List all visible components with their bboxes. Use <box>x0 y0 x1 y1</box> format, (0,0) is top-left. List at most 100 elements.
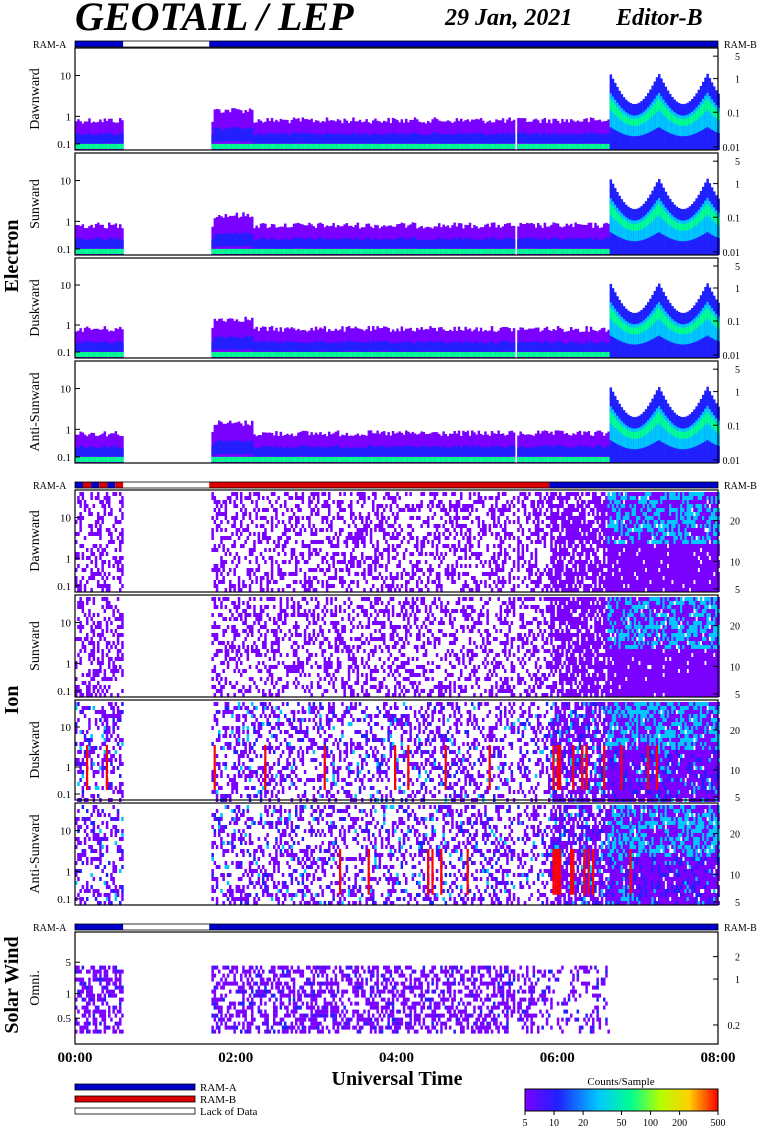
spectrogram-cell <box>409 249 412 254</box>
spectrogram-cell <box>339 239 342 248</box>
spectrogram-cell <box>497 134 500 144</box>
spectrogram-cell <box>522 249 525 254</box>
spectrogram-cell <box>249 249 252 254</box>
spectrogram-cell <box>398 446 401 456</box>
spectrogram-cell <box>337 445 340 456</box>
spectrogram-cell <box>695 112 698 121</box>
spectrogram-cell <box>581 238 584 248</box>
spectrogram-cell <box>317 238 320 248</box>
spectrogram-cell <box>456 343 459 352</box>
spectrogram-cell <box>522 144 525 149</box>
spectrogram-cell <box>119 341 122 351</box>
spectrogram-cell <box>379 240 382 249</box>
spectrogram-cell <box>337 144 340 149</box>
spectrogram-cell <box>471 133 474 143</box>
right-tick-label: 5 <box>735 157 740 168</box>
figure-date: 29 Jan, 2021 <box>444 5 572 31</box>
spectrogram-cell <box>403 447 406 456</box>
spectrogram-cell <box>405 133 408 143</box>
spectrogram-cell <box>286 352 289 357</box>
spectrogram-cell <box>480 132 483 143</box>
spectrogram-cell <box>297 352 300 357</box>
spectrogram-cell <box>458 341 461 351</box>
spectrogram-cell <box>416 341 419 351</box>
spectrogram-cell <box>541 343 544 352</box>
spectrogram-cell <box>524 342 527 351</box>
spectrogram-cell <box>563 135 566 144</box>
spectrogram-cell <box>570 352 573 357</box>
spectrogram-cell <box>583 352 586 357</box>
right-tick-label: 5 <box>735 52 740 63</box>
spectrogram-cell <box>436 352 439 357</box>
spectrogram-cell <box>489 352 492 357</box>
spectrogram-cell <box>330 447 333 456</box>
spectrogram-cell <box>247 249 250 254</box>
spectrogram-cell <box>240 144 243 149</box>
spectrogram-cell <box>299 134 302 143</box>
spectrogram-cell <box>480 341 483 351</box>
spectrogram-cell <box>101 447 104 457</box>
spectrogram-cell <box>381 239 384 248</box>
spectrogram-cell <box>108 447 111 456</box>
spectrogram-cell <box>84 447 87 456</box>
spectrogram-cell <box>260 238 263 248</box>
spectrogram-cell <box>288 457 291 462</box>
spectrogram-cell <box>491 237 494 248</box>
spectrogram-cell <box>216 249 219 254</box>
spectrogram-cell <box>511 457 513 462</box>
spectrogram-cell <box>579 249 582 254</box>
spectrogram-cell <box>293 448 296 457</box>
spectrogram-cell <box>269 446 272 456</box>
spectrogram-cell <box>627 222 630 229</box>
spectrogram-cell <box>704 206 707 217</box>
spectrogram-cell <box>563 447 566 457</box>
spectrogram-cell <box>343 249 346 254</box>
spectrogram-cell <box>555 352 558 357</box>
spectrogram-cell <box>247 442 250 455</box>
spectrogram-cell <box>456 249 459 254</box>
spectrogram-cell <box>112 238 115 248</box>
spectrogram-cell <box>568 135 571 144</box>
spectrogram-cell <box>412 249 415 254</box>
spectrogram-cell <box>678 118 681 125</box>
spectrogram-cell <box>216 234 219 247</box>
spectrogram-cell <box>546 457 549 462</box>
spectrogram-cell <box>511 239 513 249</box>
spectrogram-cell <box>427 352 430 357</box>
spectrogram-cell <box>101 249 104 254</box>
spectrogram-cell <box>519 144 522 149</box>
spectrogram-cell <box>484 457 487 462</box>
spectrogram-cell <box>500 249 503 254</box>
spectrogram-cell <box>665 212 668 221</box>
spectrogram-cell <box>374 447 377 457</box>
spectrogram-cell <box>506 144 509 149</box>
spectrogram-cell <box>436 249 439 254</box>
spectrogram-cell <box>86 352 89 357</box>
spectrogram-cell <box>555 457 558 462</box>
spectrogram-cell <box>396 352 399 357</box>
spectrogram-cell <box>645 110 648 134</box>
spectrogram-cell <box>328 134 331 144</box>
spectrogram-cell <box>546 249 549 254</box>
spectrogram-cell <box>253 144 256 149</box>
spectrogram-cell <box>546 239 549 248</box>
spectrogram-cell <box>603 249 606 254</box>
spectrogram-cell <box>636 224 639 231</box>
spectrogram-cell <box>220 457 223 462</box>
spectrogram-cell <box>90 352 93 357</box>
spectrogram-cell <box>559 352 562 357</box>
spectrogram-cell <box>460 133 463 143</box>
spectrogram-cell <box>313 352 316 357</box>
spectrogram-cell <box>662 313 665 323</box>
spectrogram-cell <box>522 132 525 143</box>
spectrogram-cell <box>676 219 679 241</box>
spectrogram-cell <box>460 343 463 352</box>
spectrogram-cell <box>392 342 395 351</box>
spectrogram-cell <box>632 327 635 334</box>
spectrogram-cell <box>110 343 113 352</box>
spectrogram-cell <box>374 352 377 357</box>
spectrogram-cell <box>713 102 716 131</box>
spectrogram-cell <box>566 343 569 352</box>
spectrogram-cell <box>418 240 421 249</box>
spectrogram-cell <box>526 144 529 149</box>
